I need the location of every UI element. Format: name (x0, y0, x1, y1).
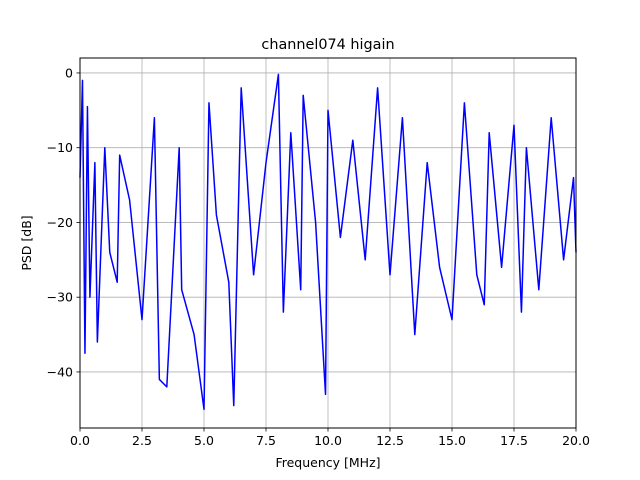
y-tick-label: 0 (65, 65, 73, 80)
x-tick-label: 15.0 (438, 433, 466, 448)
x-tick-label: 0.0 (70, 433, 90, 448)
x-tick-label: 7.5 (256, 433, 276, 448)
x-tick-label: 12.5 (376, 433, 404, 448)
y-tick-label: −20 (47, 215, 73, 230)
x-axis: 0.0 2.5 5.0 7.5 10.0 12.5 15.0 17.5 20.0 (70, 428, 590, 448)
y-axis: 0 −10 −20 −30 −40 (47, 65, 80, 379)
chart-title: channel074 higain (261, 37, 394, 53)
y-tick-label: −10 (47, 140, 73, 155)
psd-line (79, 73, 577, 411)
y-tick-label: −40 (47, 364, 73, 379)
x-tick-label: 5.0 (194, 433, 214, 448)
x-tick-label: 17.5 (500, 433, 528, 448)
x-tick-label: 20.0 (562, 433, 590, 448)
x-tick-label: 2.5 (132, 433, 152, 448)
x-axis-label: Frequency [MHz] (275, 455, 380, 470)
y-axis-label: PSD [dB] (19, 215, 34, 270)
x-tick-label: 10.0 (314, 433, 342, 448)
y-tick-label: −30 (47, 290, 73, 305)
plot-area (79, 73, 577, 411)
